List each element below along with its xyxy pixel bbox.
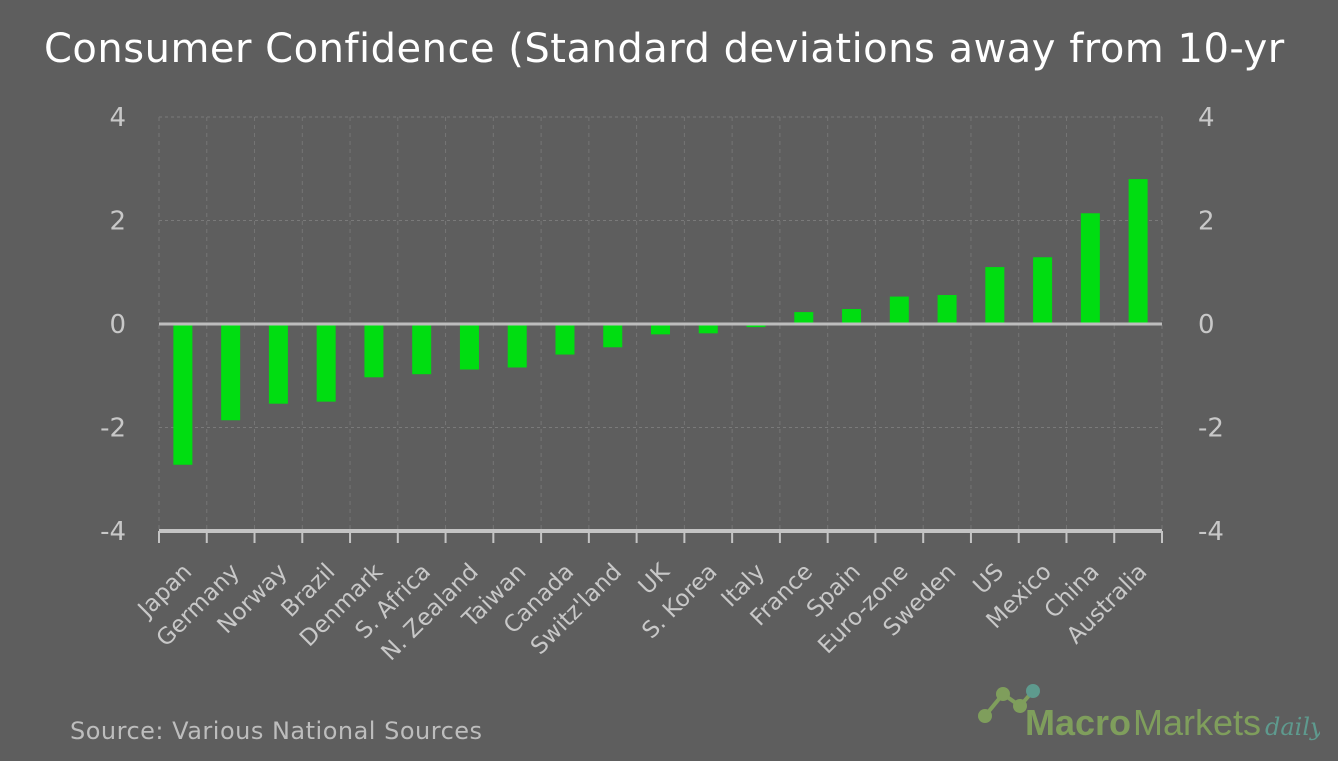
- y-tick-label-left: -2: [100, 414, 126, 444]
- bar-us: [985, 267, 1005, 324]
- y-tick-label-right: 0: [1198, 310, 1215, 340]
- bar-denmark: [364, 324, 384, 378]
- y-tick-label-right: -2: [1198, 414, 1224, 444]
- bar-canada: [555, 324, 575, 355]
- bar-brazil: [316, 324, 336, 402]
- bar-switz-land: [603, 324, 623, 348]
- chart-title: Consumer Confidence (Standard deviations…: [44, 26, 1285, 72]
- macromarketsdaily-logo: Macro Markets daily: [978, 684, 1320, 743]
- bar-euro-zone: [889, 296, 909, 324]
- y-tick-label-right: -4: [1198, 517, 1224, 547]
- bar-japan: [173, 324, 193, 465]
- bar-germany: [221, 324, 241, 421]
- bar-taiwan: [507, 324, 527, 368]
- bar-italy: [746, 324, 766, 328]
- bar-sweden: [937, 295, 957, 324]
- svg-text:Macro: Macro: [1025, 702, 1131, 743]
- svg-text:Markets: Markets: [1133, 702, 1261, 743]
- bar-n-zealand: [459, 324, 479, 370]
- bar-france: [794, 312, 814, 324]
- logo-network-icon: [978, 684, 1040, 723]
- y-tick-label-left: 2: [109, 207, 126, 237]
- bar-s-africa: [412, 324, 432, 375]
- svg-text:daily: daily: [1265, 713, 1320, 741]
- y-tick-label-right: 4: [1198, 103, 1215, 133]
- y-tick-label-left: -4: [100, 517, 126, 547]
- y-tick-label-left: 0: [109, 310, 126, 340]
- bar-spain: [842, 308, 862, 324]
- y-tick-label-right: 2: [1198, 207, 1215, 237]
- bar-norway: [268, 324, 288, 404]
- y-tick-label-left: 4: [109, 103, 126, 133]
- bar-china: [1080, 213, 1100, 324]
- bar-australia: [1128, 179, 1148, 324]
- bar-uk: [651, 324, 670, 335]
- bar-mexico: [1033, 257, 1053, 324]
- source-note: Source: Various National Sources: [70, 717, 483, 745]
- bar-s-korea: [698, 324, 718, 334]
